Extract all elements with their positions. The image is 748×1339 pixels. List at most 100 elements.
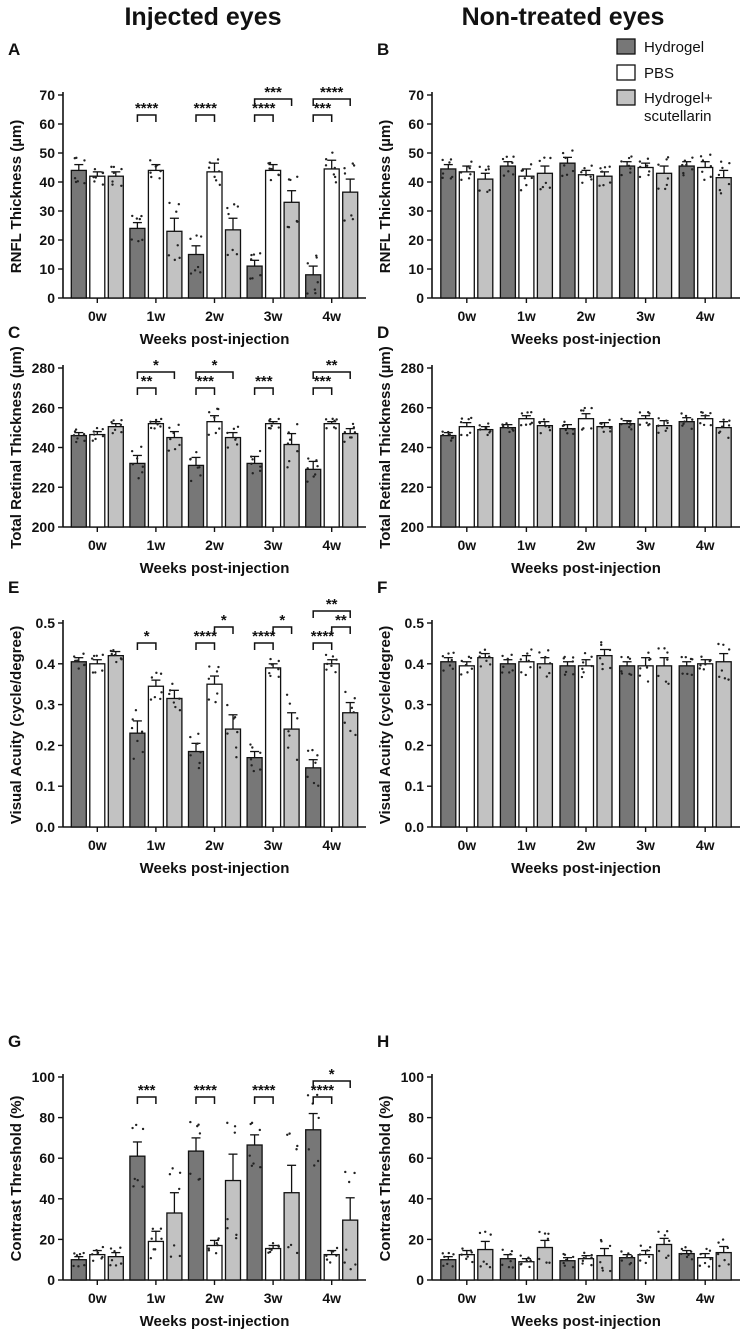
data-point [646, 157, 650, 160]
data-point [250, 1121, 254, 1125]
y-tick-label: 0 [416, 290, 424, 306]
data-point [627, 156, 631, 160]
data-point [173, 447, 177, 451]
data-point [296, 717, 299, 720]
bar [499, 1258, 517, 1281]
y-tick-label: 30 [39, 203, 55, 219]
data-point [115, 660, 118, 664]
data-point [215, 1242, 218, 1245]
x-tick-label: 2w [205, 1290, 224, 1306]
data-point [728, 419, 731, 422]
column-title-injected: Injected eyes [124, 3, 281, 31]
data-point [590, 664, 593, 668]
data-point [501, 1248, 504, 1251]
significance-label: *** [196, 373, 214, 390]
data-point [571, 660, 575, 663]
data-point [307, 1148, 311, 1151]
data-point [101, 1245, 105, 1249]
data-point [486, 433, 489, 437]
data-point [213, 175, 216, 179]
data-point [325, 427, 328, 430]
bar [283, 201, 300, 299]
data-point [332, 1250, 335, 1253]
data-point [175, 210, 178, 213]
bar [577, 174, 595, 299]
x-tick-label: 4w [322, 837, 341, 853]
data-point [488, 188, 491, 192]
data-point [216, 158, 220, 161]
data-point [349, 1267, 352, 1271]
data-point [459, 420, 463, 424]
data-point [478, 651, 482, 654]
data-point [101, 1255, 104, 1259]
significance-label: ** [326, 357, 338, 374]
data-point [449, 177, 453, 180]
data-point [485, 1262, 488, 1266]
data-point [471, 1260, 474, 1264]
data-point [325, 1258, 329, 1261]
data-point [727, 424, 731, 427]
data-point [680, 1247, 684, 1251]
x-tick-label: 0w [457, 308, 476, 324]
data-point [83, 1263, 86, 1267]
data-point [487, 422, 490, 425]
data-point [508, 430, 511, 434]
x-tick-label: 1w [147, 308, 166, 324]
bar [107, 175, 124, 299]
data-point [589, 175, 592, 178]
data-point [82, 433, 86, 436]
data-point [168, 692, 171, 696]
data-point [667, 1254, 670, 1257]
data-point [306, 775, 309, 779]
legend-label: Hydrogel+ [644, 90, 713, 107]
data-point [665, 158, 668, 161]
data-point [663, 187, 667, 191]
y-axis-title: Visual Acuity (cycle/degree) [377, 626, 394, 824]
data-point [646, 411, 650, 414]
bar [715, 426, 732, 528]
data-point [227, 212, 230, 216]
data-point [83, 439, 86, 443]
data-point [657, 1230, 660, 1234]
bar [477, 1248, 494, 1281]
data-point [563, 673, 567, 676]
data-point [580, 171, 583, 174]
data-point [131, 214, 134, 218]
significance-bracket [195, 371, 234, 379]
data-point [75, 156, 78, 160]
bar [440, 168, 457, 299]
data-point [644, 1261, 648, 1265]
significance-label: **** [194, 100, 218, 117]
y-tick-label: 60 [408, 1150, 424, 1166]
data-point [479, 665, 483, 668]
data-point [571, 1266, 575, 1269]
data-point [648, 658, 651, 662]
bar [129, 1155, 146, 1281]
bar [536, 1246, 554, 1281]
data-point [289, 1243, 293, 1247]
data-point [638, 1253, 642, 1256]
data-point [226, 703, 229, 707]
data-point [485, 659, 488, 663]
data-point [314, 292, 317, 295]
y-tick-label: 240 [401, 440, 425, 456]
bar [342, 191, 359, 299]
data-point [505, 422, 508, 425]
y-tick-label: 280 [32, 360, 56, 376]
data-point [486, 190, 489, 194]
data-point [277, 668, 280, 671]
data-point [538, 1257, 541, 1261]
bar [559, 427, 576, 528]
data-point [149, 698, 153, 701]
data-point [451, 667, 455, 671]
data-point [199, 271, 202, 274]
y-axis-title: Total Retinal Thickness (µm) [377, 346, 394, 549]
data-point [538, 666, 542, 669]
y-tick-label: 20 [408, 1231, 424, 1247]
data-point [77, 667, 80, 670]
y-tick-label: 0 [47, 1272, 55, 1288]
data-point [545, 675, 548, 678]
data-point [488, 663, 492, 666]
data-point [447, 652, 450, 655]
